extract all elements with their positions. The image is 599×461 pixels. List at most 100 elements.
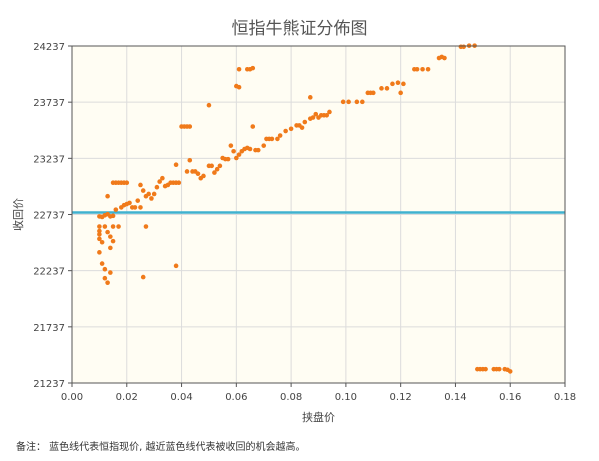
data-point: [283, 128, 288, 134]
data-point: [313, 111, 319, 117]
data-point: [269, 136, 275, 142]
data-point: [327, 109, 332, 115]
data-point: [102, 266, 108, 272]
data-point: [236, 152, 242, 157]
data-point: [442, 55, 447, 61]
data-point: [307, 95, 313, 100]
x-tick-label: 0.06: [225, 392, 247, 403]
data-point: [173, 162, 179, 168]
data-point: [113, 207, 119, 212]
data-point: [138, 182, 143, 188]
data-point: [324, 113, 330, 118]
data-point: [496, 366, 502, 372]
data-point: [209, 163, 214, 169]
data-point: [97, 224, 102, 229]
chart-title: 恒指牛熊证分佈图: [231, 19, 368, 39]
data-point: [275, 136, 280, 142]
data-point: [250, 65, 256, 71]
data-point: [302, 119, 308, 125]
data-point: [225, 156, 231, 162]
data-point: [425, 66, 431, 72]
data-point: [132, 205, 138, 210]
y-tick-label: 24237: [33, 42, 65, 53]
data-point: [157, 179, 162, 184]
data-point: [228, 143, 234, 148]
data-point: [214, 166, 220, 172]
x-tick-label: 0.12: [390, 392, 412, 403]
data-point: [310, 115, 316, 120]
data-point: [360, 99, 365, 105]
data-point: [176, 180, 182, 186]
data-point: [140, 188, 146, 193]
data-point: [255, 147, 261, 153]
data-point: [384, 86, 390, 91]
data-point: [99, 261, 105, 266]
data-point: [97, 250, 102, 255]
data-point: [398, 90, 403, 96]
data-point: [99, 239, 105, 245]
x-axis-label: 挟盘价: [302, 410, 335, 424]
y-tick-label: 22237: [33, 267, 65, 278]
data-point: [154, 184, 160, 190]
data-point: [97, 236, 102, 242]
y-tick-label: 23737: [33, 98, 65, 109]
data-point: [110, 213, 116, 219]
data-point: [401, 81, 406, 87]
data-point: [414, 66, 420, 72]
y-tick-label: 21237: [33, 379, 65, 390]
data-point: [277, 133, 283, 138]
data-point: [236, 66, 242, 72]
data-point: [108, 245, 113, 251]
data-point: [124, 180, 130, 186]
plot-frame: [71, 45, 566, 384]
data-point: [102, 224, 108, 229]
y-tick-label: 21737: [33, 323, 65, 334]
data-point: [108, 234, 113, 239]
y-tick-label: 22737: [33, 211, 65, 222]
data-point: [187, 124, 193, 129]
data-point: [288, 126, 294, 132]
data-point: [250, 124, 256, 129]
data-point: [149, 196, 154, 201]
data-point: [116, 224, 121, 229]
data-point: [234, 155, 239, 161]
data-point: [138, 205, 143, 210]
x-tick-label: 0.02: [116, 392, 138, 403]
data-point: [140, 274, 146, 280]
data-point: [127, 200, 132, 206]
x-tick-label: 0.00: [61, 392, 83, 403]
data-point: [346, 99, 351, 105]
data-point: [151, 191, 157, 197]
data-point: [507, 369, 513, 374]
x-tick-label: 0.10: [335, 392, 357, 403]
footnote: 备注： 蓝色线代表恒指现价, 越近蓝色线代表被收回的机会越高。: [16, 442, 306, 453]
data-point: [108, 270, 113, 275]
x-tick-label: 0.04: [170, 392, 192, 403]
data-point: [236, 84, 242, 90]
data-point: [105, 193, 110, 199]
data-point: [261, 143, 267, 148]
x-tick-label: 0.08: [280, 392, 302, 403]
data-points: [97, 43, 513, 374]
x-tick-label: 0.14: [444, 392, 466, 403]
y-tick-label: 23237: [33, 154, 65, 165]
data-point: [370, 90, 376, 96]
data-point: [160, 175, 165, 181]
data-point: [247, 146, 253, 152]
data-point: [483, 366, 488, 372]
data-point: [206, 102, 212, 108]
data-point: [97, 228, 102, 234]
data-point: [299, 125, 305, 130]
data-point: [420, 66, 425, 72]
data-point: [110, 224, 116, 229]
data-point: [231, 148, 236, 154]
data-point: [379, 86, 384, 91]
data-point: [461, 44, 466, 50]
data-point: [340, 99, 346, 105]
data-point: [390, 81, 395, 87]
x-tick-label: 0.16: [499, 392, 521, 403]
y-axis: 21237 21737 22237 22737 23237 23737 24237: [33, 42, 72, 390]
x-tick-label: 0.18: [554, 392, 576, 403]
data-point: [395, 80, 401, 86]
